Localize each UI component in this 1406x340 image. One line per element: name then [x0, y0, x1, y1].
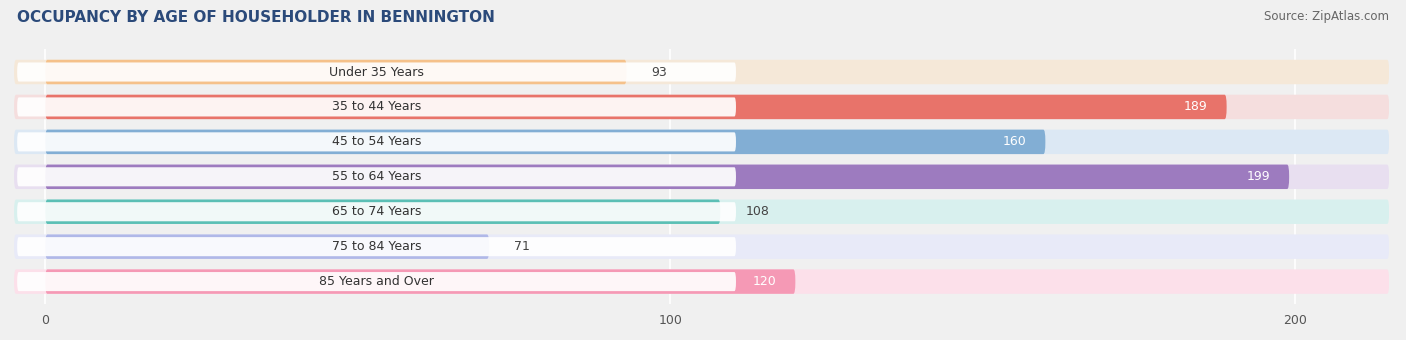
FancyBboxPatch shape	[14, 200, 1389, 224]
Text: 85 Years and Over: 85 Years and Over	[319, 275, 434, 288]
FancyBboxPatch shape	[45, 269, 796, 294]
FancyBboxPatch shape	[17, 97, 735, 117]
FancyBboxPatch shape	[14, 60, 1389, 84]
Text: 93: 93	[651, 66, 668, 79]
Text: 35 to 44 Years: 35 to 44 Years	[332, 100, 422, 114]
FancyBboxPatch shape	[45, 60, 627, 84]
Text: 108: 108	[745, 205, 769, 218]
Text: Under 35 Years: Under 35 Years	[329, 66, 425, 79]
Text: 120: 120	[752, 275, 776, 288]
FancyBboxPatch shape	[45, 165, 1289, 189]
FancyBboxPatch shape	[14, 235, 1389, 259]
Text: 65 to 74 Years: 65 to 74 Years	[332, 205, 422, 218]
Text: 189: 189	[1184, 100, 1208, 114]
FancyBboxPatch shape	[45, 130, 1045, 154]
FancyBboxPatch shape	[17, 237, 735, 256]
FancyBboxPatch shape	[14, 165, 1389, 189]
FancyBboxPatch shape	[45, 235, 489, 259]
FancyBboxPatch shape	[17, 272, 735, 291]
Text: 55 to 64 Years: 55 to 64 Years	[332, 170, 422, 183]
FancyBboxPatch shape	[45, 200, 720, 224]
Text: 160: 160	[1002, 135, 1026, 148]
Text: Source: ZipAtlas.com: Source: ZipAtlas.com	[1264, 10, 1389, 23]
Text: 199: 199	[1247, 170, 1271, 183]
Text: OCCUPANCY BY AGE OF HOUSEHOLDER IN BENNINGTON: OCCUPANCY BY AGE OF HOUSEHOLDER IN BENNI…	[17, 10, 495, 25]
Text: 45 to 54 Years: 45 to 54 Years	[332, 135, 422, 148]
FancyBboxPatch shape	[17, 167, 735, 186]
FancyBboxPatch shape	[17, 132, 735, 151]
FancyBboxPatch shape	[17, 63, 735, 82]
FancyBboxPatch shape	[14, 269, 1389, 294]
Text: 75 to 84 Years: 75 to 84 Years	[332, 240, 422, 253]
FancyBboxPatch shape	[17, 202, 735, 221]
Text: 71: 71	[515, 240, 530, 253]
FancyBboxPatch shape	[14, 130, 1389, 154]
FancyBboxPatch shape	[45, 95, 1226, 119]
FancyBboxPatch shape	[14, 95, 1389, 119]
